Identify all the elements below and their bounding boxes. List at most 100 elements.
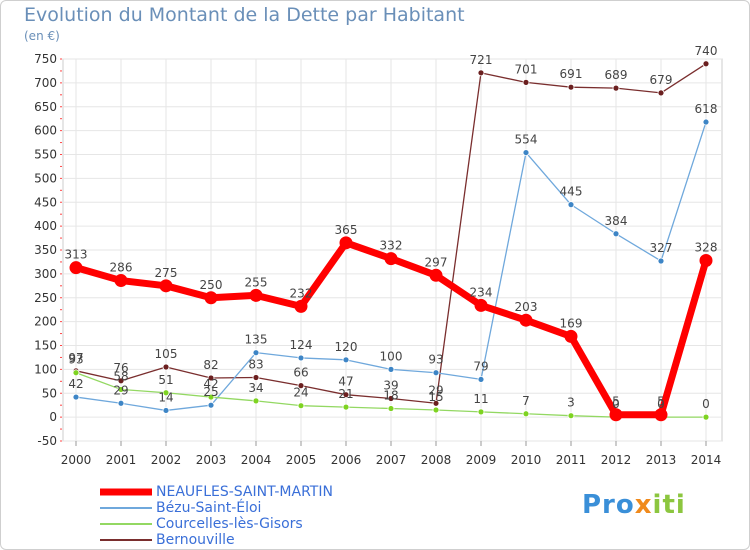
data-point-2 [432, 406, 440, 414]
x-tick-label: 2013 [646, 453, 677, 467]
data-point-0 [609, 408, 623, 422]
y-tick-label: 700 [34, 76, 57, 90]
data-label: 15 [428, 390, 443, 404]
data-point-1 [72, 393, 80, 401]
data-point-0 [249, 288, 263, 302]
x-tick-label: 2005 [286, 453, 317, 467]
data-label: 24 [293, 386, 308, 400]
data-label: 93 [428, 353, 443, 367]
y-tick-label: 500 [34, 171, 57, 185]
legend-item-courcelles: Courcelles-lès-Gisors [100, 516, 333, 532]
data-point-1 [252, 349, 260, 357]
data-label: 327 [650, 241, 673, 255]
data-point-3 [342, 391, 350, 399]
x-tick-label: 2008 [421, 453, 452, 467]
x-tick-label: 2006 [331, 453, 362, 467]
data-label: 255 [245, 275, 268, 289]
y-tick-label: 550 [34, 148, 57, 162]
data-label: 79 [473, 359, 488, 373]
data-label: 21 [338, 387, 353, 401]
data-point-2 [702, 413, 710, 421]
data-point-1 [162, 407, 170, 414]
y-tick-label: 300 [34, 267, 57, 281]
data-label: 297 [425, 255, 448, 269]
data-label: 7 [522, 394, 530, 408]
data-label: 39 [383, 379, 398, 393]
legend-item-bernouville: Bernouville [100, 532, 333, 548]
data-label: 83 [248, 357, 263, 371]
legend-swatch-neaufles [100, 488, 152, 496]
x-tick-label: 2001 [106, 453, 137, 467]
data-label: 286 [110, 261, 133, 275]
data-label: 105 [155, 347, 178, 361]
data-point-1 [702, 118, 710, 126]
y-tick-label: 50 [42, 386, 57, 400]
y-tick-label: 450 [34, 195, 57, 209]
y-tick-label: 600 [34, 124, 57, 138]
y-tick-label: 150 [34, 339, 57, 353]
data-point-1 [567, 201, 575, 209]
data-label: 721 [470, 53, 493, 67]
legend-label-courcelles: Courcelles-lès-Gisors [156, 516, 303, 532]
data-label: 445 [560, 185, 583, 199]
data-point-3 [207, 374, 215, 382]
data-point-0 [114, 274, 128, 288]
data-label: 58 [113, 369, 128, 383]
data-point-0 [204, 291, 218, 305]
data-label: 689 [605, 68, 628, 82]
data-point-0 [294, 299, 308, 313]
data-point-0 [339, 236, 353, 250]
data-point-3 [702, 60, 710, 68]
data-label: 5 [657, 395, 665, 409]
data-label: 82 [203, 358, 218, 372]
x-tick-label: 2010 [511, 453, 542, 467]
data-label: 691 [560, 67, 583, 81]
data-label: 0 [702, 397, 710, 411]
legend-swatch-bezu [100, 507, 152, 509]
legend-label-bezu: Bézu-Saint-Éloi [156, 500, 262, 516]
data-point-3 [657, 89, 665, 97]
data-point-2 [162, 389, 170, 397]
data-point-2 [117, 386, 125, 393]
data-point-1 [477, 376, 485, 383]
data-point-2 [522, 410, 530, 418]
data-label: 47 [338, 375, 353, 389]
data-point-3 [612, 84, 620, 92]
data-label: 124 [290, 338, 313, 352]
data-label: 51 [158, 373, 173, 387]
y-tick-label: -50 [37, 434, 57, 448]
data-label: 93 [68, 353, 83, 367]
data-label: 29 [113, 383, 128, 397]
x-tick-label: 2004 [241, 453, 272, 467]
data-point-1 [657, 257, 665, 265]
data-label: 120 [335, 340, 358, 354]
data-point-0 [69, 261, 83, 275]
data-point-2 [387, 405, 395, 412]
data-point-1 [522, 149, 530, 156]
x-tick-label: 2002 [151, 453, 182, 467]
data-point-0 [564, 329, 578, 343]
x-tick-label: 2003 [196, 453, 227, 467]
data-point-0 [519, 313, 533, 327]
y-tick-label: 100 [34, 362, 57, 376]
data-label: 11 [473, 392, 488, 406]
data-label: 554 [515, 133, 538, 147]
data-point-0 [159, 279, 173, 293]
x-tick-label: 2000 [61, 453, 92, 467]
legend-item-bezu: Bézu-Saint-Éloi [100, 500, 333, 516]
data-label: 328 [695, 241, 718, 255]
y-tick-label: 0 [49, 410, 57, 424]
data-point-3 [162, 363, 170, 371]
y-tick-label: 750 [34, 52, 57, 66]
data-label: 3 [567, 396, 575, 410]
data-label: 169 [560, 316, 583, 330]
y-tick-label: 650 [34, 100, 57, 114]
data-label: 203 [515, 300, 538, 314]
data-point-1 [432, 369, 440, 377]
data-label: 365 [335, 223, 358, 237]
data-point-3 [567, 83, 575, 91]
data-point-1 [387, 365, 395, 373]
x-tick-label: 2012 [601, 453, 632, 467]
proxiti-logo: Proxiti [582, 490, 686, 520]
data-point-1 [207, 401, 215, 409]
